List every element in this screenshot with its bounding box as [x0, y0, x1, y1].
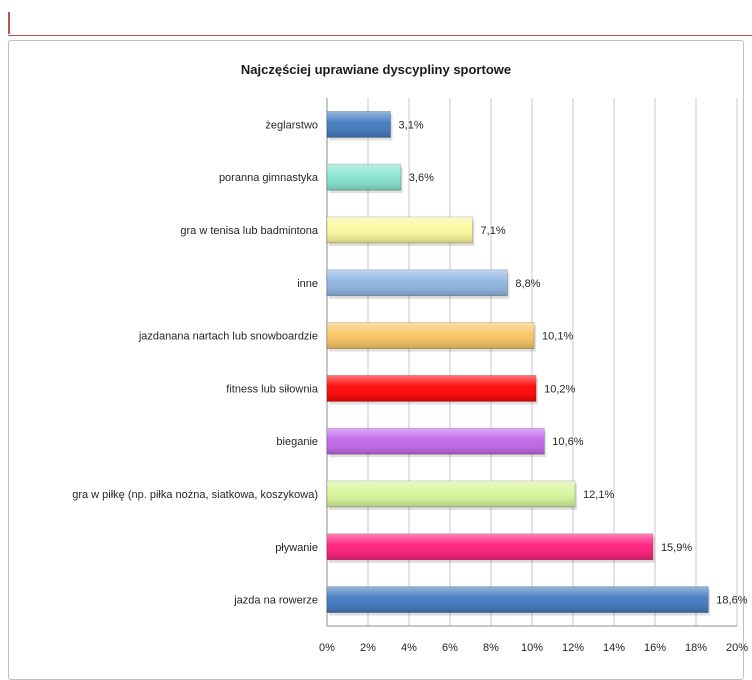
- bar-highlight: [327, 217, 473, 243]
- value-label: 7,1%: [481, 225, 506, 237]
- x-tick-label: 20%: [726, 642, 748, 654]
- bar-highlight: [327, 322, 535, 349]
- bar-highlight: [327, 164, 401, 191]
- x-tick-label: 8%: [483, 642, 499, 654]
- x-tick-label: 14%: [603, 642, 625, 654]
- x-tick-label: 6%: [442, 642, 458, 654]
- value-label: 10,2%: [544, 383, 575, 395]
- bars: [326, 111, 711, 616]
- value-label: 15,9%: [661, 542, 692, 554]
- category-label: żeglarstwo: [265, 119, 318, 131]
- category-label: fitness lub siłownia: [226, 383, 319, 395]
- category-label: poranna gimnastyka: [219, 172, 319, 184]
- value-label: 8,8%: [515, 278, 540, 290]
- bar-chart: 0% 2% 4% 6% 8% 10% 12% 14% 16% 18% 20% żeglarstwo 3,…: [72, 98, 748, 654]
- category-label: pływanie: [275, 542, 318, 554]
- x-tick-label: 18%: [685, 642, 707, 654]
- value-label: 18,6%: [716, 595, 747, 607]
- value-label: 3,6%: [409, 172, 434, 184]
- value-label: 12,1%: [583, 489, 614, 501]
- x-tick-label: 2%: [360, 642, 376, 654]
- x-tick-label: 0%: [319, 642, 335, 654]
- page-header-rule: [8, 35, 752, 36]
- bar-highlight: [327, 533, 653, 560]
- x-tick-label: 4%: [401, 642, 417, 654]
- category-label: jazda na rowerze: [233, 595, 318, 607]
- value-label: 3,1%: [399, 119, 424, 131]
- x-tick-label: 16%: [644, 642, 666, 654]
- bar-highlight: [327, 428, 545, 455]
- x-tick-label: 12%: [562, 642, 584, 654]
- value-label: 10,6%: [552, 436, 583, 448]
- bar-highlight: [327, 269, 508, 296]
- bar-highlight: [327, 481, 576, 507]
- chart-frame: [8, 40, 744, 680]
- page-margin-tick: [8, 12, 10, 34]
- category-label: gra w tenisa lub badmintona: [180, 225, 318, 237]
- bar-highlight: [327, 375, 537, 402]
- labels: 0% 2% 4% 6% 8% 10% 12% 14% 16% 18% 20% żeglarstwo 3,…: [72, 119, 748, 654]
- chart-title: Najczęściej uprawiane dyscypliny sportow…: [240, 62, 512, 77]
- bar-highlight: [327, 111, 391, 138]
- value-label: 10,1%: [542, 331, 573, 343]
- category-label: gra w piłkę (np. piłka nożna, siatkowa, …: [72, 489, 318, 501]
- category-label: bieganie: [276, 436, 318, 448]
- bar-highlight: [327, 586, 709, 613]
- category-label: jazdanana nartach lub snowboardzie: [138, 331, 318, 343]
- category-label: inne: [297, 278, 318, 290]
- x-tick-label: 10%: [521, 642, 543, 654]
